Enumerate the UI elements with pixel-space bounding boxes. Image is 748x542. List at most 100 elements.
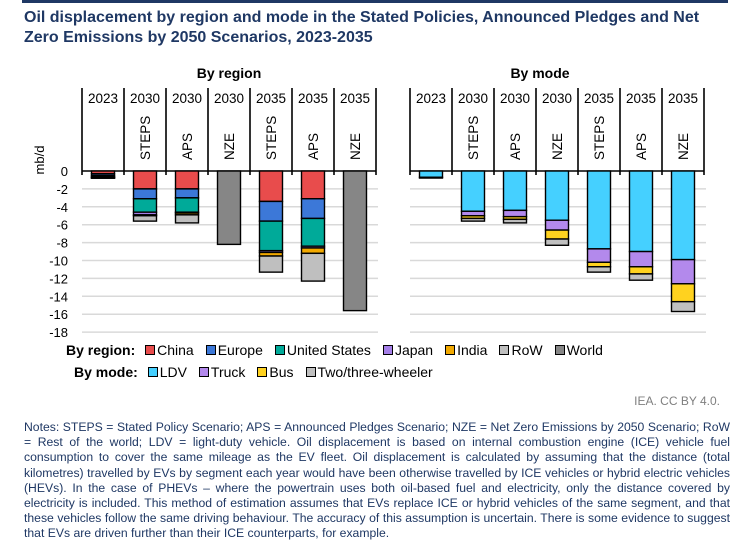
category-year-label: 2035	[256, 91, 286, 106]
category-year-label: 2030	[458, 91, 488, 106]
bar-segment-ldv	[418, 170, 444, 178]
bar-segment-two-three-wheeler	[460, 217, 486, 222]
y-tick-label: -6	[56, 218, 68, 233]
y-tick-label: -8	[56, 236, 68, 251]
category-scenario-label: APS	[180, 133, 195, 160]
legend-swatch	[257, 367, 268, 377]
bar-segment-ldv	[502, 170, 528, 212]
legend-region-item: China	[145, 342, 194, 358]
y-tick-label: 0	[61, 164, 68, 179]
bar-segment-row	[258, 255, 284, 273]
bar-segment-ldv	[628, 170, 654, 253]
legend-swatch	[554, 345, 565, 355]
bar-segment-world	[342, 170, 368, 312]
category-year-label: 2023	[416, 91, 446, 106]
panel-title: By region	[197, 65, 262, 81]
y-tick-label: -10	[49, 254, 68, 269]
y-tick-label: -4	[56, 200, 68, 215]
legend-swatch	[382, 345, 393, 355]
legend-label: China	[157, 342, 194, 358]
bar-segment-two-three-wheeler	[586, 266, 612, 273]
bar-segment-europe	[300, 198, 326, 220]
legend-swatch	[205, 345, 216, 355]
bar-segment-ldv	[460, 170, 486, 212]
legend-region-item: United States	[274, 342, 371, 358]
y-tick-label: -16	[49, 307, 68, 322]
legend-swatch	[145, 345, 156, 355]
legend-label: United States	[286, 342, 371, 358]
legend-label: Japan	[394, 342, 434, 358]
bar-segment-truck	[628, 250, 654, 268]
category-scenario-label: NZE	[222, 133, 237, 160]
bar-segment-truck	[502, 209, 528, 218]
category-year-label: 2030	[500, 91, 530, 106]
bar-segment-europe	[174, 188, 200, 199]
bar-segment-two-three-wheeler	[418, 176, 444, 179]
notes-text: Notes: STEPS = Stated Policy Scenario; A…	[24, 420, 730, 541]
legend-label: Two/three-wheeler	[317, 364, 433, 380]
legend-label: RoW	[511, 342, 543, 358]
panel-title: By mode	[510, 65, 569, 81]
legend-swatch	[499, 345, 510, 355]
bar-segment-europe	[258, 200, 284, 222]
bar-segment-row	[174, 214, 200, 224]
bar-segment-two-three-wheeler	[544, 238, 570, 246]
legend-label: World	[566, 342, 603, 358]
bar-segment-truck	[670, 258, 696, 285]
category-year-label: 2035	[298, 91, 328, 106]
bar-segment-truck	[586, 248, 612, 263]
category-scenario-label: NZE	[550, 133, 565, 160]
bar-segment-india	[300, 247, 326, 255]
bar-segment-bus	[628, 266, 654, 275]
bar-segment-two-three-wheeler	[628, 273, 654, 281]
bar-segment-ldv	[544, 170, 570, 221]
category-year-label: 2030	[214, 91, 244, 106]
y-tick-label: -14	[49, 289, 68, 304]
legend-label: Europe	[217, 342, 263, 358]
bar-segment-world	[216, 170, 242, 246]
chart-title: Oil displacement by region and mode in t…	[24, 9, 700, 46]
category-year-label: 2030	[130, 91, 160, 106]
legend-swatch	[274, 345, 285, 355]
bar-segment-europe	[132, 188, 158, 200]
legend-mode-item: Truck	[198, 364, 246, 380]
legend-region: By region: China Europe United States Japan…	[66, 342, 615, 358]
legend-mode-item: Bus	[257, 364, 294, 380]
legend-swatch	[305, 367, 316, 377]
legend-region-item: Japan	[382, 342, 434, 358]
bar-segment-row	[300, 252, 326, 282]
bar-segment-ldv	[670, 170, 696, 261]
category-scenario-label: STEPS	[138, 116, 153, 160]
legend-region-item: RoW	[499, 342, 543, 358]
bar-segment-ldv	[586, 170, 612, 250]
category-scenario-label: STEPS	[592, 116, 607, 160]
legend-mode-label: By mode:	[74, 364, 138, 380]
legend-mode: By mode: LDV Truck Bus Two/three-wheeler	[74, 364, 445, 380]
category-year-label: 2035	[668, 91, 698, 106]
legend-region-label: By region:	[66, 342, 136, 358]
legend-label: Bus	[269, 364, 294, 380]
bar-segment-two-three-wheeler	[502, 218, 528, 224]
legend-swatch	[198, 367, 209, 377]
bar-segment-united-states	[300, 217, 326, 247]
category-year-label: 2023	[88, 91, 118, 106]
bar-segment-row	[132, 215, 158, 222]
bar-segment-united-states	[174, 197, 200, 213]
chart-area: mb/d 0 -2 -4 -6 -8 -10 -12 -14 -16 -18 By region 202…	[32, 65, 706, 340]
category-scenario-label: NZE	[676, 133, 691, 160]
bar-segment-united-states	[132, 198, 158, 213]
bar-segment-bus	[544, 229, 570, 240]
credit-text: IEA. CC BY 4.0.	[634, 394, 720, 408]
legend-region-item: Europe	[205, 342, 263, 358]
category-scenario-label: STEPS	[466, 116, 481, 160]
bar-segment-china	[174, 170, 200, 190]
y-tick-label: -18	[49, 325, 68, 340]
bar-segment-bus	[670, 283, 696, 303]
category-year-label: 2030	[172, 91, 202, 106]
category-year-label: 2035	[340, 91, 370, 106]
category-scenario-label: STEPS	[264, 116, 279, 160]
bar-segment-truck	[544, 219, 570, 231]
top-rule	[22, 0, 728, 3]
legend-region-item: India	[445, 342, 487, 358]
legend-label: Truck	[210, 364, 246, 380]
